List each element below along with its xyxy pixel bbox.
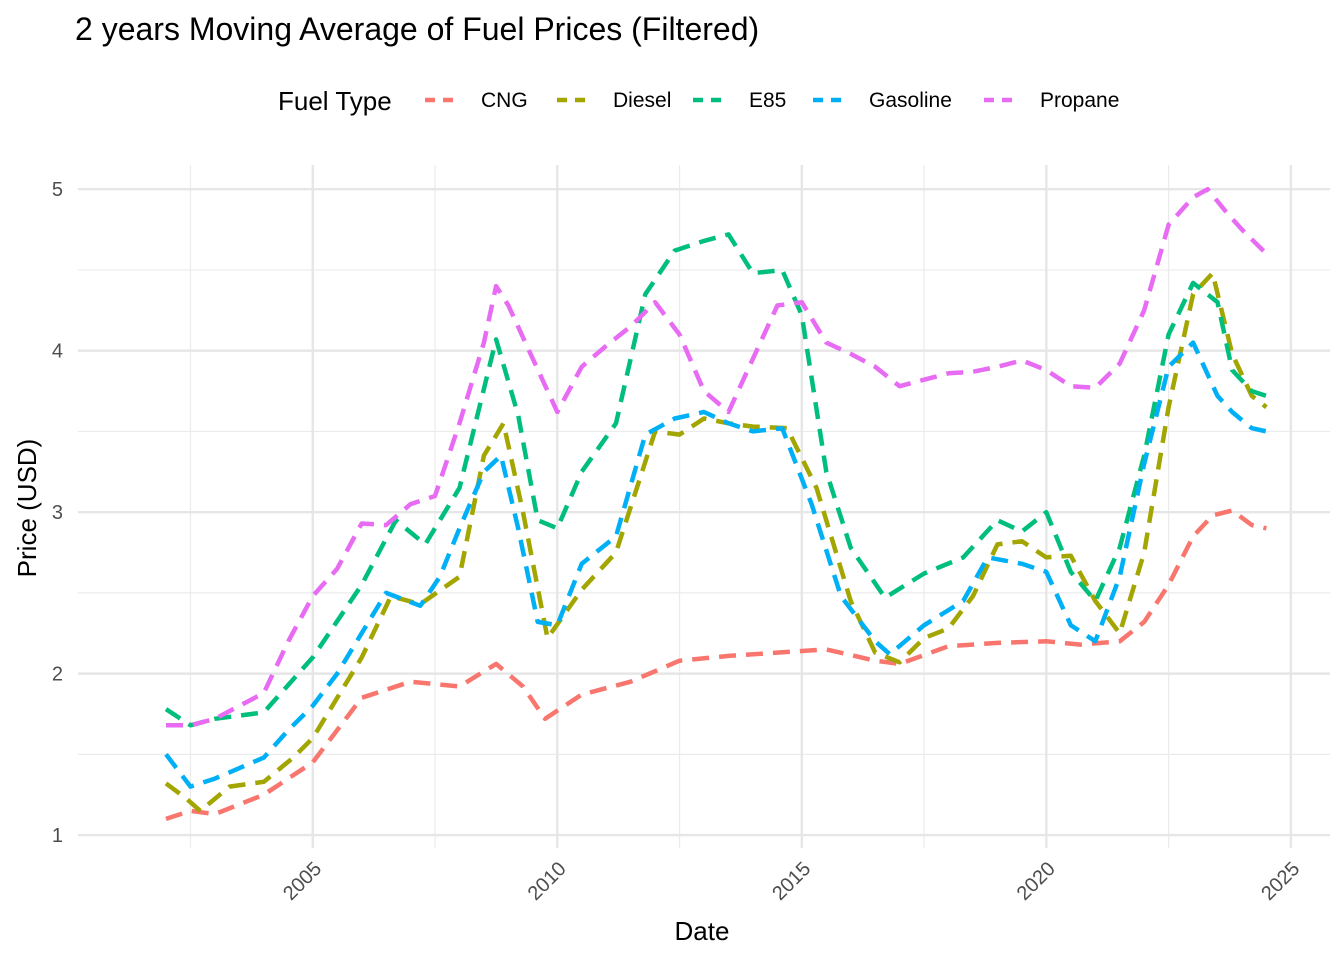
y-tick-label: 1 bbox=[52, 825, 63, 847]
y-tick-label: 4 bbox=[52, 341, 63, 363]
series-line-diesel bbox=[164, 270, 1268, 814]
series-lines bbox=[164, 186, 1268, 822]
legend: Fuel Type CNG Diesel E85 Gasoline Propane bbox=[278, 86, 1119, 116]
y-tick-label: 3 bbox=[52, 502, 63, 524]
legend-label-propane: Propane bbox=[1040, 89, 1119, 112]
y-tick-label: 2 bbox=[52, 664, 63, 686]
legend-label-e85: E85 bbox=[749, 89, 786, 112]
y-axis-ticks: 1 2 3 4 5 bbox=[52, 179, 63, 847]
legend-label-diesel: Diesel bbox=[613, 89, 671, 112]
series-line-gasoline bbox=[164, 340, 1267, 789]
legend-title: Fuel Type bbox=[278, 86, 392, 116]
y-axis-label: Price (USD) bbox=[12, 439, 42, 578]
series-line-e85 bbox=[164, 232, 1268, 728]
legend-label-cng: CNG bbox=[481, 89, 528, 112]
x-axis-label: Date bbox=[675, 916, 730, 946]
series-line-cng bbox=[165, 508, 1267, 822]
series-line-propane bbox=[166, 186, 1268, 728]
legend-label-gasoline: Gasoline bbox=[869, 89, 952, 112]
chart-title: 2 years Moving Average of Fuel Prices (F… bbox=[75, 11, 759, 47]
y-tick-label: 5 bbox=[52, 179, 63, 201]
grid bbox=[78, 165, 1330, 848]
